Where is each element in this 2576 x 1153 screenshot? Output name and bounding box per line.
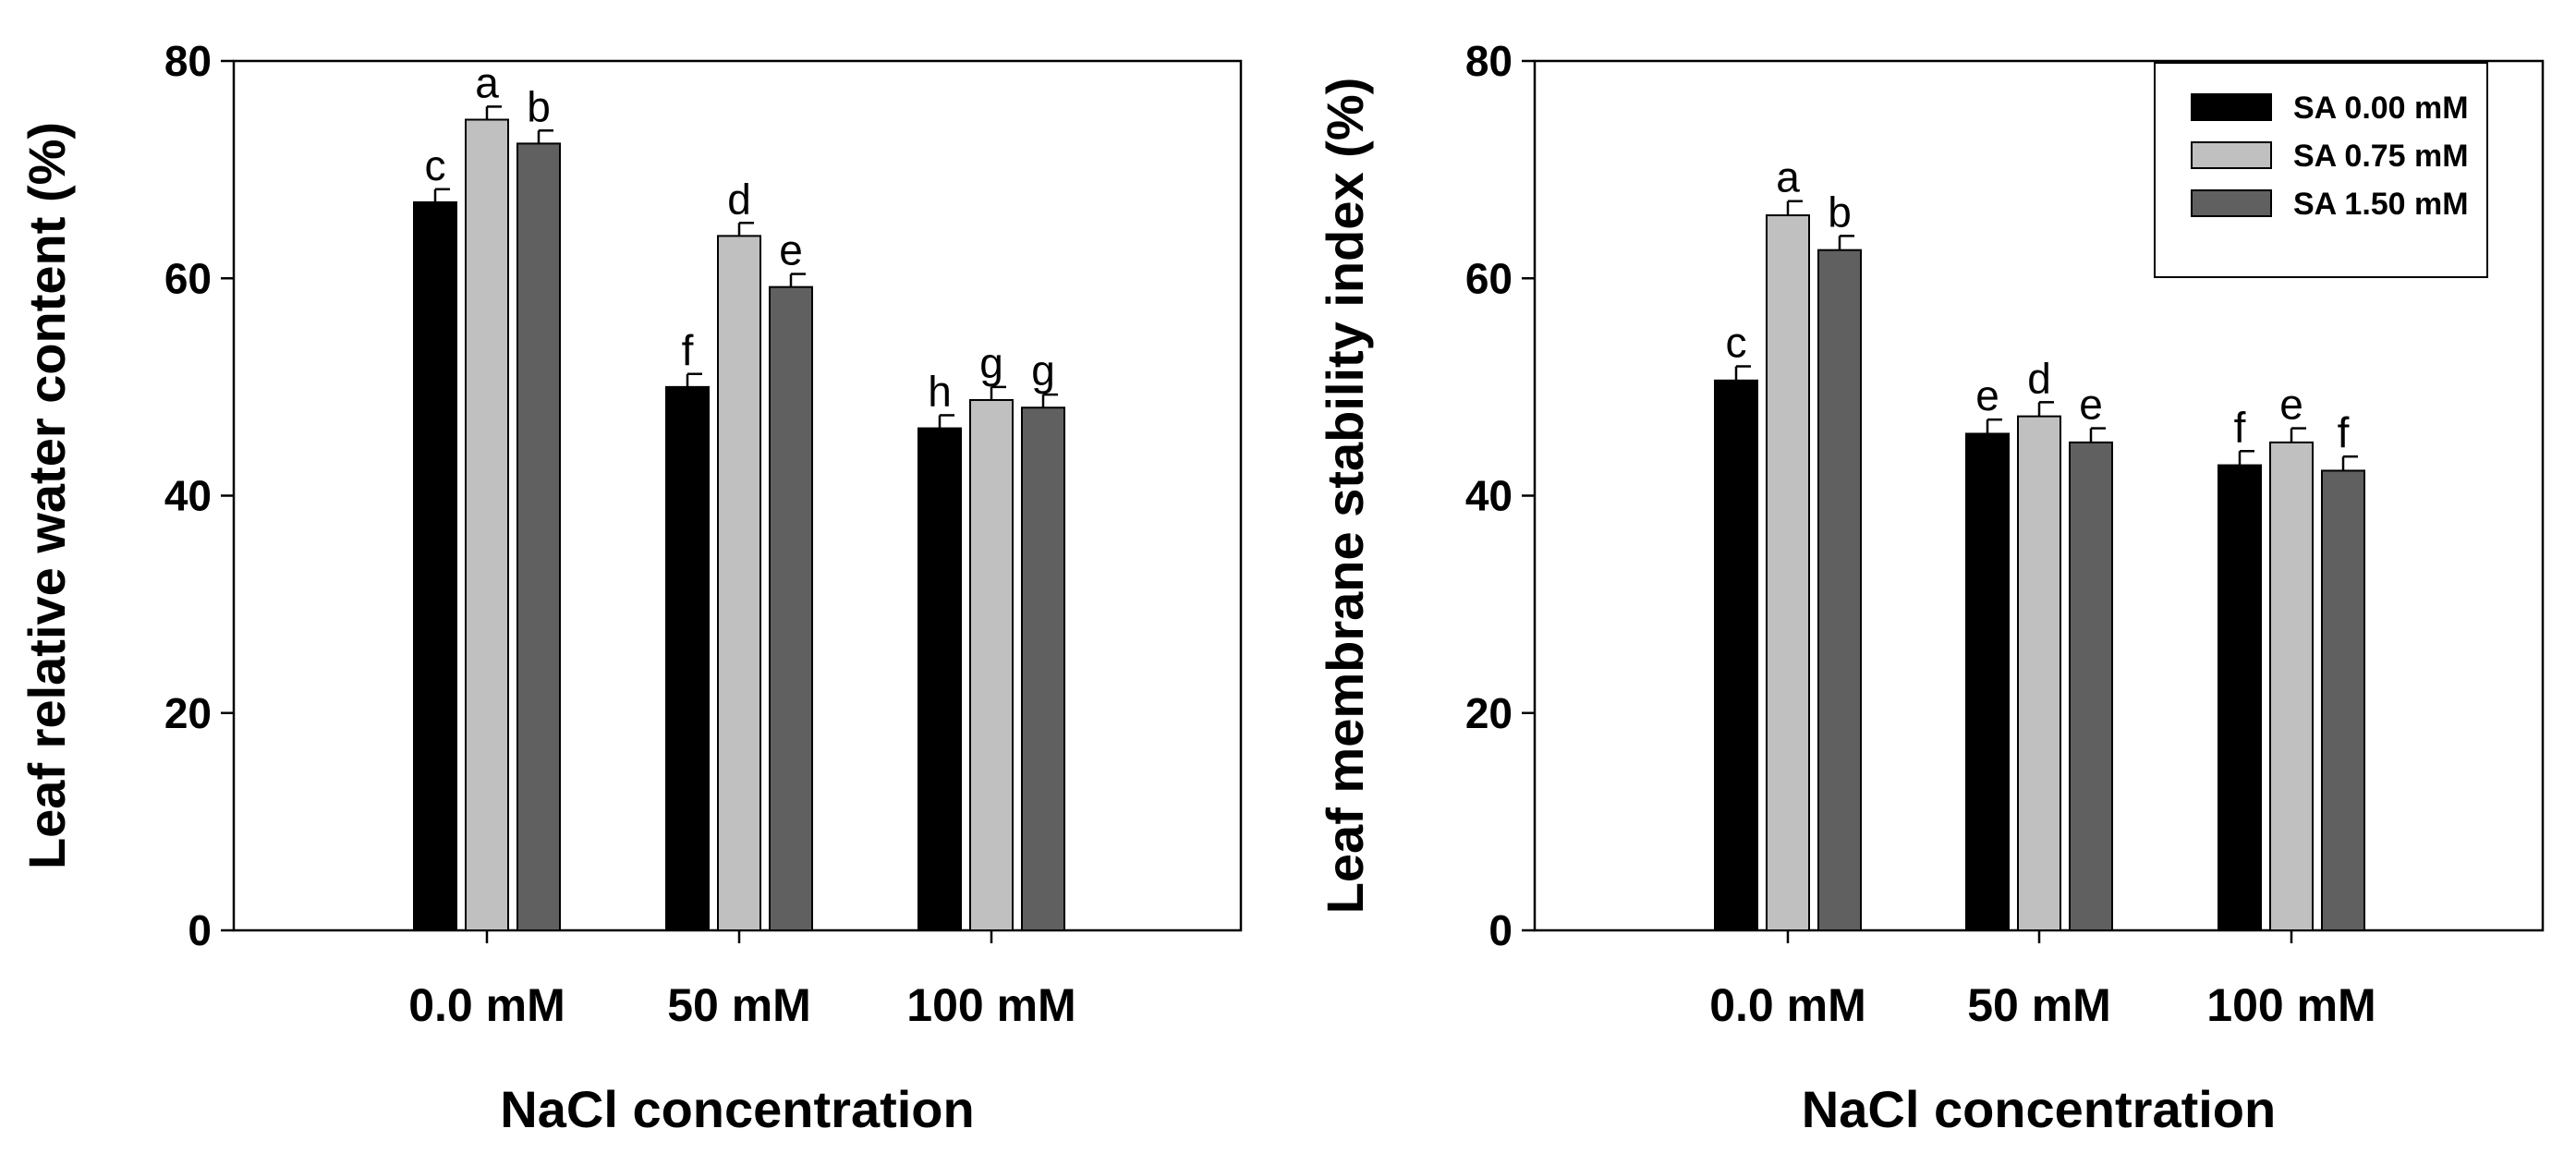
x-category-label: 50 mM (667, 979, 811, 1031)
bar (2017, 415, 2061, 932)
y-tick-label: 60 (164, 254, 212, 302)
bar (2069, 441, 2113, 931)
bar (2218, 464, 2262, 931)
x-category-label: 100 mM (906, 979, 1075, 1031)
x-category-label: 100 mM (2206, 979, 2376, 1031)
significance-letter: h (928, 367, 952, 415)
significance-letter: d (2027, 354, 2051, 402)
significance-letter: g (979, 339, 1003, 387)
significance-letter: f (2234, 403, 2246, 451)
y-tick-label: 40 (1465, 472, 1513, 520)
y-tick-label: 60 (1465, 254, 1513, 302)
y-tick-label: 0 (1488, 906, 1513, 954)
x-axis-title: NaCl concentration (500, 1080, 974, 1138)
legend-label: SA 0.75 mM (2293, 139, 2469, 174)
bar (413, 200, 457, 932)
legend-label: SA 1.50 mM (2293, 187, 2469, 222)
significance-letter: f (2338, 408, 2350, 456)
x-category-label: 50 mM (1967, 979, 2111, 1031)
significance-letter: e (1975, 371, 1999, 419)
significance-letter: b (1828, 188, 1852, 236)
x-category-label: 0.0 mM (408, 979, 565, 1031)
x-axis-title: NaCl concentration (1802, 1080, 2276, 1138)
bar (1714, 379, 1758, 931)
bar (2321, 469, 2365, 931)
panel-left-relative-water-content: 0 20 40 60 80 0.0 mM 50 mM 100 mM c f h a d g b e g NaCl … (18, 37, 1243, 1138)
significance-letter: a (475, 58, 499, 106)
y-tick-label: 20 (1465, 689, 1513, 737)
legend-swatch (2191, 189, 2272, 217)
significance-letter: c (1726, 319, 1747, 367)
y-tick-label: 80 (1465, 37, 1513, 85)
bar (516, 142, 561, 931)
bar (917, 427, 962, 931)
significance-letter: e (779, 226, 803, 274)
significance-letter: b (527, 82, 551, 130)
significance-letter: g (1031, 346, 1055, 394)
bar (1965, 432, 2010, 931)
y-tick-label: 40 (164, 472, 212, 520)
significance-letter: a (1776, 153, 1800, 201)
y-axis-title: Leaf relative water content (%) (18, 122, 76, 869)
legend-swatch (2191, 141, 2272, 169)
bar (1766, 214, 1810, 931)
legend-label: SA 0.00 mM (2293, 91, 2469, 126)
legend: SA 0.00 mM SA 0.75 mM SA 1.50 mM (2154, 62, 2488, 278)
y-tick-label: 20 (164, 689, 212, 737)
significance-letter: e (2279, 381, 2303, 429)
x-category-label: 0.0 mM (1709, 979, 1866, 1031)
bar (1817, 249, 1862, 932)
significance-letter: e (2079, 381, 2103, 429)
significance-letter: c (425, 141, 446, 189)
legend-swatch (2191, 93, 2272, 121)
bar (969, 398, 1014, 931)
bar (665, 385, 710, 931)
y-tick-label: 80 (164, 37, 212, 85)
bar (1021, 407, 1065, 931)
bar (465, 118, 509, 931)
significance-letter: d (727, 175, 751, 223)
bar (717, 235, 761, 932)
y-axis-title: Leaf membrane stability index (%) (1316, 78, 1374, 915)
bar (2269, 441, 2314, 931)
significance-letter: f (682, 326, 694, 374)
y-tick-label: 0 (188, 906, 212, 954)
bar (769, 285, 813, 932)
